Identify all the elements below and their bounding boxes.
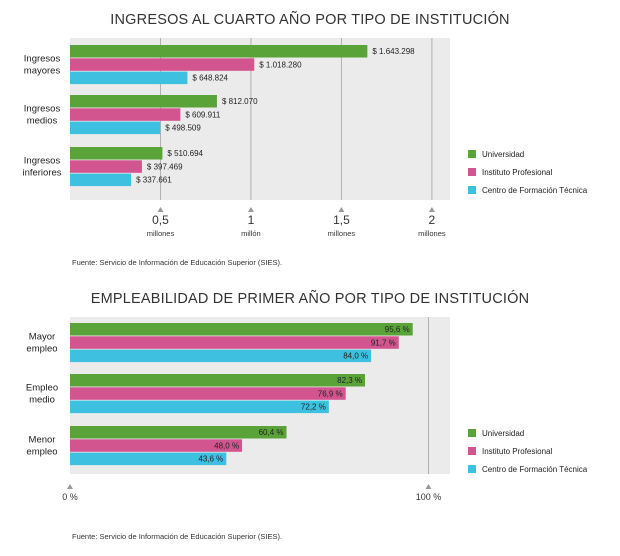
chart-1-bar-cft-2 — [70, 121, 161, 135]
chart-1-value-label-universidad-1: $ 1.643.298 — [372, 47, 415, 56]
chart-2-category-label-2-line-2: medio — [29, 395, 55, 406]
chart-2-value-label-cft-2: 72,2 % — [301, 403, 326, 412]
chart-2-legend-swatch-instituto-profesional — [468, 447, 476, 455]
chart-1-legend-swatch-universidad — [468, 150, 476, 158]
chart-1-tick-unit-4: millones — [418, 229, 446, 238]
chart-1-category-label-2-line-2: medios — [27, 116, 58, 127]
chart-2-value-label-universidad-2: 82,3 % — [337, 376, 362, 385]
chart-2-value-label-universidad-1: 95,6 % — [385, 325, 410, 334]
chart-1-value-label-cft-1: $ 648.824 — [192, 74, 228, 83]
chart-1-bar-instituto-profesional-3 — [70, 160, 142, 173]
chart-1-tick-label-2: 1 — [248, 213, 255, 227]
chart-1-legend-label-universidad: Universidad — [482, 150, 524, 159]
chart-2-bar-instituto-profesional-3 — [70, 439, 243, 452]
chart-1-bar-cft-1 — [70, 71, 188, 85]
chart-2-value-label-instituto-profesional-3: 48,0 % — [214, 441, 239, 450]
chart-1-bar-universidad-1 — [70, 45, 368, 58]
chart-2-bar-cft-2 — [70, 400, 329, 414]
chart-1-tick-unit-2: millón — [241, 229, 261, 238]
chart-1-category-label-3-line-2: inferiores — [22, 168, 61, 179]
chart-2-legend-swatch-cft — [468, 465, 476, 473]
chart-1-value-label-universidad-3: $ 510.694 — [167, 149, 203, 158]
chart-1-source-note: Fuente: Servicio de Información de Educa… — [72, 258, 283, 267]
chart-2-tick-marker-2 — [425, 484, 432, 489]
chart-2-category-label-1-line-2: empleo — [26, 344, 57, 355]
chart-2-bar-instituto-profesional-2 — [70, 387, 346, 400]
chart-1-value-label-cft-3: $ 337.661 — [136, 176, 172, 185]
chart-2-tick-label-2: 100 % — [416, 492, 442, 502]
chart-1-category-label-1-line-2: mayores — [24, 66, 61, 77]
chart-1-legend-label-instituto-profesional: Instituto Profesional — [482, 168, 552, 177]
chart-2-bar-cft-3 — [70, 452, 227, 466]
chart-1-tick-unit-1: millones — [147, 229, 175, 238]
chart-2-category-label-1: Mayor — [29, 332, 55, 343]
chart-2-value-label-instituto-profesional-1: 91,7 % — [371, 338, 396, 347]
chart-1-bar-instituto-profesional-2 — [70, 108, 181, 121]
chart-1-category-label-1: Ingresos — [24, 54, 61, 65]
chart-2-category-label-2: Empleo — [26, 383, 58, 394]
chart-2-value-label-cft-3: 43,6 % — [198, 455, 223, 464]
chart-2-category-label-3: Menor — [29, 435, 56, 446]
chart-1-tick-marker-2 — [247, 207, 254, 212]
chart-2-bar-instituto-profesional-1 — [70, 336, 399, 349]
chart-2-value-label-universidad-3: 60,4 % — [259, 428, 284, 437]
chart-1-tick-marker-1 — [157, 207, 164, 212]
chart-1-category-label-2: Ingresos — [24, 104, 61, 115]
chart-2-tick-label-1: 0 % — [62, 492, 78, 502]
chart-2-bar-universidad-2 — [70, 374, 366, 387]
chart-1-value-label-instituto-profesional-3: $ 397.469 — [147, 162, 183, 171]
chart-1-bar-cft-3 — [70, 173, 132, 187]
chart-2-bar-universidad-3 — [70, 426, 287, 439]
chart-1-bar-universidad-2 — [70, 95, 217, 108]
chart-1-legend-label-cft: Centro de Formación Técnica — [482, 186, 588, 195]
chart-1-value-label-cft-2: $ 498.509 — [165, 124, 201, 133]
chart-1-bar-universidad-3 — [70, 147, 163, 160]
chart-1-bar-instituto-profesional-1 — [70, 58, 255, 71]
chart-1-legend-swatch-instituto-profesional — [468, 168, 476, 176]
chart-1-value-label-instituto-profesional-2: $ 609.911 — [185, 110, 221, 119]
chart-2-value-label-instituto-profesional-2: 76,9 % — [318, 389, 343, 398]
chart-2-legend-label-universidad: Universidad — [482, 429, 524, 438]
chart-1-tick-label-3: 1,5 — [333, 213, 350, 227]
chart-1-tick-label-1: 0,5 — [152, 213, 169, 227]
chart-1-tick-unit-3: millones — [328, 229, 356, 238]
chart-1-tick-marker-4 — [428, 207, 435, 212]
chart-2-value-label-cft-1: 84,0 % — [343, 352, 368, 361]
chart-1-title: INGRESOS AL CUARTO AÑO POR TIPO DE INSTI… — [110, 12, 510, 28]
chart-1-tick-label-4: 2 — [429, 213, 436, 227]
chart-2-title: EMPLEABILIDAD DE PRIMER AÑO POR TIPO DE … — [90, 291, 530, 307]
chart-2-legend-swatch-universidad — [468, 429, 476, 437]
chart-2-tick-marker-1 — [67, 484, 73, 489]
chart-2-bar-cft-1 — [70, 349, 372, 363]
chart-2-source-note: Fuente: Servicio de Información de Educa… — [72, 532, 283, 541]
chart-2-legend-label-cft: Centro de Formación Técnica — [482, 465, 588, 474]
chart-1-tick-marker-3 — [338, 207, 345, 212]
chart-1-category-label-3: Ingresos — [24, 156, 61, 167]
chart-1-legend-swatch-cft — [468, 186, 476, 194]
chart-1-value-label-instituto-profesional-1: $ 1.018.280 — [259, 60, 302, 69]
chart-2-legend-label-instituto-profesional: Instituto Profesional — [482, 447, 552, 456]
chart-2-category-label-3-line-2: empleo — [26, 447, 57, 458]
chart-2-bar-universidad-1 — [70, 323, 413, 336]
chart-1-value-label-universidad-2: $ 812.070 — [222, 97, 258, 106]
